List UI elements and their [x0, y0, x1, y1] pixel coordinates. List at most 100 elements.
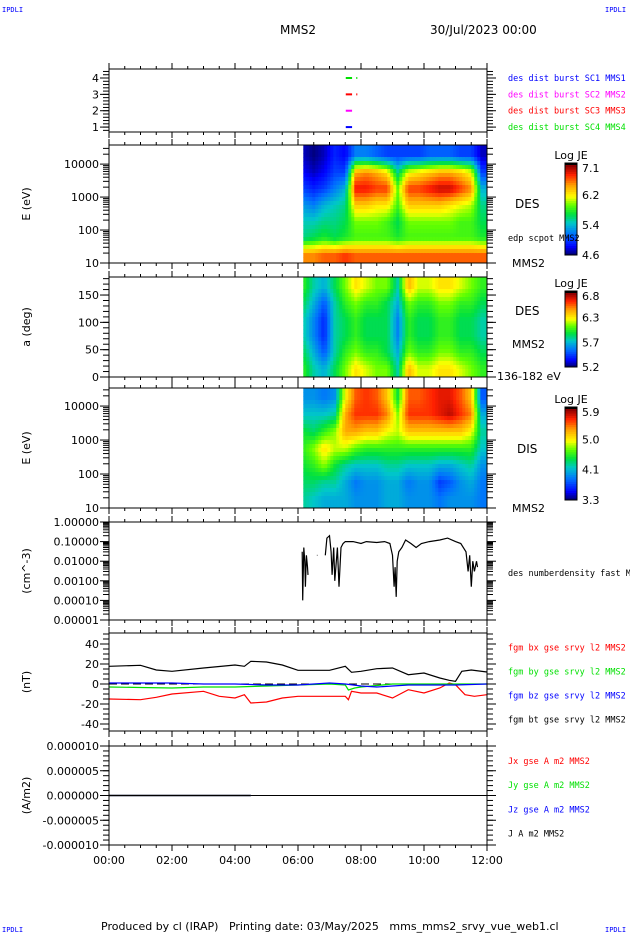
- des-energy-spectrogram-cell: [414, 213, 418, 218]
- des-energy-spectrogram-cell: [459, 197, 463, 202]
- des-pitch-angle-spectrogram-cell: [381, 365, 385, 370]
- des-energy-spectrogram-cell: [354, 185, 358, 190]
- des-energy-spectrogram-cell: [378, 145, 382, 150]
- des-pitch-angle-spectrogram-cell: [309, 321, 313, 326]
- des-pitch-angle-spectrogram-cell: [333, 285, 337, 290]
- des-energy-spectrogram-cell: [474, 245, 478, 250]
- dis-energy-spectrogram-cell: [339, 496, 343, 501]
- dis-energy-spectrogram-cell: [342, 504, 346, 508]
- des-energy-spectrogram-cell: [318, 169, 322, 174]
- des-pitch-angle-spectrogram-cell: [309, 297, 313, 302]
- dis-energy-spectrogram-cell: [366, 436, 370, 441]
- des-energy-spectrogram-cell: [426, 205, 430, 210]
- dis-energy-spectrogram-cell: [429, 496, 433, 501]
- des-energy-spectrogram-cell: [468, 145, 472, 150]
- des-energy-spectrogram-cell: [399, 213, 403, 218]
- des-energy-spectrogram-cell: [468, 197, 472, 202]
- des-pitch-angle-spectrogram-cell: [453, 321, 457, 326]
- des-pitch-angle-spectrogram-cell: [315, 341, 319, 346]
- des-pitch-angle-spectrogram-cell: [381, 345, 385, 350]
- dis-energy-spectrogram-cell: [417, 504, 421, 508]
- des-pitch-angle-spectrogram-cell: [327, 333, 331, 338]
- des-energy-spectrogram-cell: [423, 233, 427, 238]
- des-energy-spectrogram-cell: [483, 249, 487, 254]
- des-energy-spectrogram-cell: [429, 261, 433, 263]
- dis-energy-spectrogram-cell: [438, 444, 442, 449]
- des-energy-spectrogram-cell: [345, 225, 349, 230]
- des-energy-spectrogram-cell: [381, 241, 385, 246]
- des-pitch-angle-spectrogram-cell: [312, 373, 316, 377]
- des-pitch-angle-spectrogram-cell: [456, 277, 460, 282]
- colorbar-swatch: [565, 192, 577, 195]
- des-energy-spectrogram-cell: [402, 189, 406, 194]
- des-pitch-angle-spectrogram-cell: [447, 369, 451, 374]
- des-pitch-angle-spectrogram-cell: [330, 361, 334, 366]
- des-pitch-angle-spectrogram-cell: [372, 317, 376, 322]
- dis-energy-spectrogram-cell: [396, 468, 400, 473]
- dis-energy-spectrogram-cell: [360, 388, 364, 393]
- dis-energy-spectrogram-cell: [363, 448, 367, 453]
- des-energy-spectrogram-cell: [363, 149, 367, 154]
- dis-energy-spectrogram-cell: [432, 416, 436, 421]
- des-energy-spectrogram-cell: [432, 165, 436, 170]
- dis-energy-spectrogram-cell: [435, 504, 439, 508]
- dis-energy-spectrogram-cell: [312, 448, 316, 453]
- colorbar-swatch: [565, 293, 577, 296]
- des-energy-spectrogram-cell: [312, 161, 316, 166]
- dis-energy-spectrogram-cell: [402, 480, 406, 485]
- des-energy-spectrogram-cell: [414, 161, 418, 166]
- colorbar-swatch: [565, 248, 577, 251]
- des-energy-spectrogram-cell: [447, 217, 451, 222]
- des-pitch-angle-spectrogram-cell: [432, 317, 436, 322]
- dis-energy-spectrogram-cell: [366, 492, 370, 497]
- des-energy-spectrogram-cell: [447, 257, 451, 262]
- dis-energy-spectrogram-cell: [369, 444, 373, 449]
- dis-energy-spectrogram-cell: [339, 428, 343, 433]
- des-pitch-angle-spectrogram-cell: [402, 321, 406, 326]
- des-pitch-angle-spectrogram-cell: [339, 345, 343, 350]
- des-pitch-angle-spectrogram-cell: [483, 369, 487, 374]
- dis-energy-spectrogram-cell: [399, 496, 403, 501]
- des-pitch-angle-spectrogram-cell: [465, 357, 469, 362]
- dis-energy-spectrogram-cell: [357, 480, 361, 485]
- des-energy-spectrogram-cell: [438, 229, 442, 234]
- des-pitch-angle-spectrogram-cell: [408, 369, 412, 374]
- des-energy-spectrogram-cell: [378, 185, 382, 190]
- dis-energy-spectrogram-cell: [348, 424, 352, 429]
- des-pitch-angle-spectrogram-cell: [354, 285, 358, 290]
- des-energy-spectrogram-cell: [369, 173, 373, 178]
- dis-energy-spectrogram-cell: [345, 452, 349, 457]
- des-pitch-angle-spectrogram-cell: [384, 361, 388, 366]
- des-energy-spectrogram-cell: [438, 237, 442, 242]
- dis-energy-spectrogram-cell: [423, 456, 427, 461]
- dis-energy-spectrogram-cell: [432, 408, 436, 413]
- dis-energy-spectrogram-cell: [396, 408, 400, 413]
- des-energy-spectrogram-cell: [444, 209, 448, 214]
- des-energy-spectrogram-cell: [441, 237, 445, 242]
- dis-energy-spectrogram-cell: [351, 488, 355, 493]
- dis-energy-spectrogram-cell: [315, 468, 319, 473]
- dis-energy-spectrogram-cell: [441, 456, 445, 461]
- des-energy-spectrogram-cell: [465, 197, 469, 202]
- des-energy-spectrogram-cell: [408, 249, 412, 254]
- des-pitch-angle-spectrogram-cell: [387, 289, 391, 294]
- des-energy-spectrogram-cell: [462, 177, 466, 182]
- des-energy-spectrogram-cell: [474, 177, 478, 182]
- des-pitch-angle-spectrogram-cell: [447, 353, 451, 358]
- des-energy-spectrogram-cell: [387, 261, 391, 263]
- des-pitch-angle-spectrogram-cell: [375, 345, 379, 350]
- colorbar-tick-label: 6.8: [582, 290, 600, 303]
- des-energy-spectrogram-cell: [435, 261, 439, 263]
- des-energy-spectrogram-cell: [345, 249, 349, 254]
- dis-energy-spectrogram-cell: [315, 500, 319, 505]
- dis-energy-spectrogram-cell: [411, 408, 415, 413]
- dis-energy-spectrogram-cell: [417, 492, 421, 497]
- des-pitch-angle-spectrogram-cell: [342, 317, 346, 322]
- des-energy-spectrogram-cell: [471, 229, 475, 234]
- dis-energy-spectrogram-cell: [435, 436, 439, 441]
- des-energy-spectrogram-cell: [459, 181, 463, 186]
- des-pitch-angle-spectrogram-cell: [399, 305, 403, 310]
- des-pitch-angle-spectrogram-cell: [483, 301, 487, 306]
- dis-energy-spectrogram-cell: [435, 444, 439, 449]
- des-energy-spectrogram-cell: [420, 213, 424, 218]
